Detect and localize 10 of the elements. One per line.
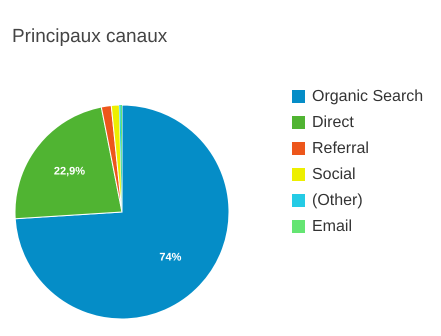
legend-label: Social bbox=[312, 166, 356, 184]
data-label: 22,9% bbox=[54, 165, 86, 178]
pie-slice bbox=[14, 104, 230, 320]
legend-label: Email bbox=[312, 218, 352, 236]
legend-label: Organic Search bbox=[312, 88, 424, 106]
legend-label: Direct bbox=[312, 114, 354, 132]
data-label: 74% bbox=[159, 251, 182, 264]
legend-label: Referral bbox=[312, 140, 369, 158]
chart-title: Principaux canaux bbox=[12, 26, 168, 47]
legend-label: (Other) bbox=[312, 192, 363, 210]
